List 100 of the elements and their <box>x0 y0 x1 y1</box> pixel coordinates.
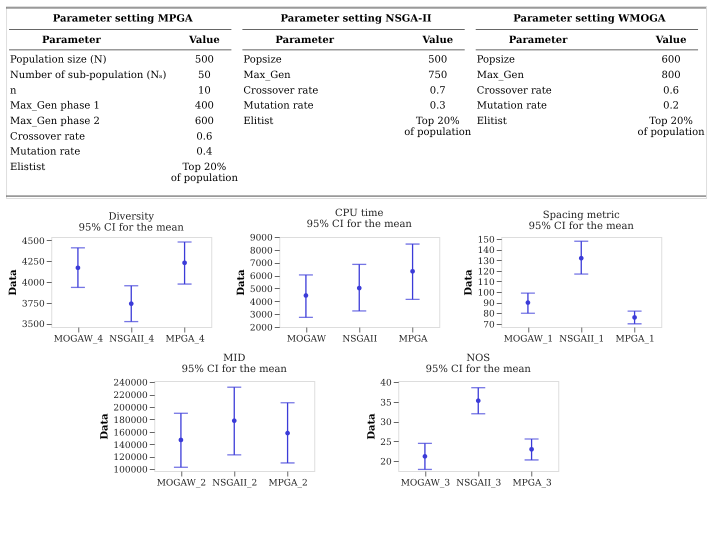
y-tick-label: 40 <box>380 378 392 389</box>
y-tick-label: 3750 <box>22 299 46 310</box>
point <box>422 454 428 459</box>
text: Elitist <box>476 116 507 128</box>
text: Parameter setting WMOGA <box>513 14 666 25</box>
text: Max_Gen <box>243 70 291 81</box>
chart-title: NOS <box>466 353 490 364</box>
y-tick-label: 90 <box>483 299 496 310</box>
text: Elitist <box>243 116 274 128</box>
y-tick-label: 30 <box>380 418 392 428</box>
text: 500 <box>428 54 448 66</box>
y-tick-label: 240000 <box>113 378 148 389</box>
point <box>529 446 534 452</box>
y-tick-label: 6000 <box>250 272 274 282</box>
text: Max_Gen phase 1 <box>10 100 100 112</box>
x-tick-label: NSGAII_3 <box>456 478 502 488</box>
y-tick-label: 220000 <box>113 391 148 402</box>
text: 50 <box>198 70 211 81</box>
x-tick-label: MPGA_4 <box>165 334 205 344</box>
y-tick-label: 160000 <box>113 428 148 438</box>
point <box>476 398 481 404</box>
text: 0.6 <box>663 85 680 96</box>
text: Elistist <box>10 162 46 174</box>
y-axis-title: Data <box>366 412 378 440</box>
chart-subtitle: 95% CI for the mean <box>182 364 288 376</box>
y-axis-title: Data <box>8 268 19 296</box>
category-label: Value <box>654 35 686 46</box>
point <box>182 260 187 266</box>
chart-title: CPU time <box>335 208 384 219</box>
y-tick-label: 20 <box>380 458 392 468</box>
text: Mutation rate <box>10 146 80 158</box>
text: 0.2 <box>663 100 680 112</box>
text: 0.7 <box>430 85 446 96</box>
text: 0.3 <box>430 100 446 112</box>
y-tick-label: 150 <box>478 236 496 246</box>
text: Number of sub-population (Nₛ) <box>10 70 166 81</box>
x-tick-label: MOGAW <box>286 334 327 344</box>
text: Top 20% of population <box>170 162 238 184</box>
y-tick-label: 35 <box>380 398 392 408</box>
text: 800 <box>662 70 681 81</box>
y-tick-label: 200000 <box>113 404 148 414</box>
text: Parameter setting MPGA <box>52 14 193 25</box>
point <box>578 256 584 261</box>
text: 0.6 <box>196 131 212 142</box>
point <box>178 438 184 442</box>
chart-subtitle: 95% CI for the mean <box>306 219 412 230</box>
y-tick-label: 7000 <box>250 259 274 270</box>
chart-title: MID <box>223 353 246 364</box>
point <box>632 315 637 320</box>
y-tick-label: 8000 <box>250 246 274 256</box>
y-axis-title: Data <box>236 268 247 296</box>
y-tick-label: 130 <box>478 256 496 267</box>
y-axis-title: Data <box>99 412 110 440</box>
text: Top 20% of population <box>404 116 472 138</box>
chart-title: Spacing metric <box>542 210 620 222</box>
y-tick-label: 3500 <box>22 320 46 330</box>
x-tick-label: MPGA_1 <box>615 334 655 344</box>
x-tick-label: MPGA <box>398 334 428 344</box>
x-tick-label: NSGAII_1 <box>559 334 604 344</box>
x-tick-label: MOGAW_2 <box>156 478 206 488</box>
y-tick-label: 140 <box>478 246 496 256</box>
text: Crossover rate <box>10 131 86 142</box>
x-tick-label: MOGAW_3 <box>400 478 450 488</box>
y-tick-label: 70 <box>483 320 496 330</box>
text: Population size (N) <box>10 54 107 66</box>
text: 500 <box>194 54 214 66</box>
text: Max_Gen phase 2 <box>10 116 100 128</box>
x-tick-label: MPGA_3 <box>512 478 552 488</box>
y-tick-label: 80 <box>483 310 496 320</box>
chart-subtitle: 95% CI for the mean <box>528 221 634 232</box>
text: Mutation rate <box>476 100 547 112</box>
y-tick-label: 110 <box>478 278 496 288</box>
text: 600 <box>194 116 214 128</box>
text: Mutation rate <box>243 100 314 112</box>
text: Crossover rate <box>476 85 552 96</box>
point <box>410 268 415 274</box>
category-label: Parameter <box>275 35 335 46</box>
point <box>76 265 80 270</box>
text: 600 <box>662 54 681 66</box>
text: n <box>10 85 17 96</box>
point <box>128 301 134 306</box>
text: 400 <box>194 100 214 112</box>
y-tick-label: 5000 <box>250 284 274 295</box>
x-tick-label: MPGA_2 <box>268 478 308 488</box>
point <box>526 300 530 305</box>
y-tick-label: 4000 <box>22 278 46 288</box>
text: Popsize <box>476 54 515 66</box>
y-tick-label: 120000 <box>113 453 148 464</box>
text: Popsize <box>243 54 282 66</box>
category-label: Value <box>421 35 454 46</box>
point <box>304 293 308 298</box>
text: 0.4 <box>196 146 212 158</box>
category-label: Parameter <box>42 35 102 46</box>
y-axis-title: Data <box>464 268 475 296</box>
y-tick-label: 140000 <box>113 440 148 451</box>
category-label: Value <box>188 35 220 46</box>
text: Max_Gen <box>476 70 524 81</box>
chart-title: Diversity <box>108 211 154 222</box>
x-tick-label: MOGAW_1 <box>504 334 554 344</box>
x-tick-label: NSGAII_4 <box>109 334 155 344</box>
